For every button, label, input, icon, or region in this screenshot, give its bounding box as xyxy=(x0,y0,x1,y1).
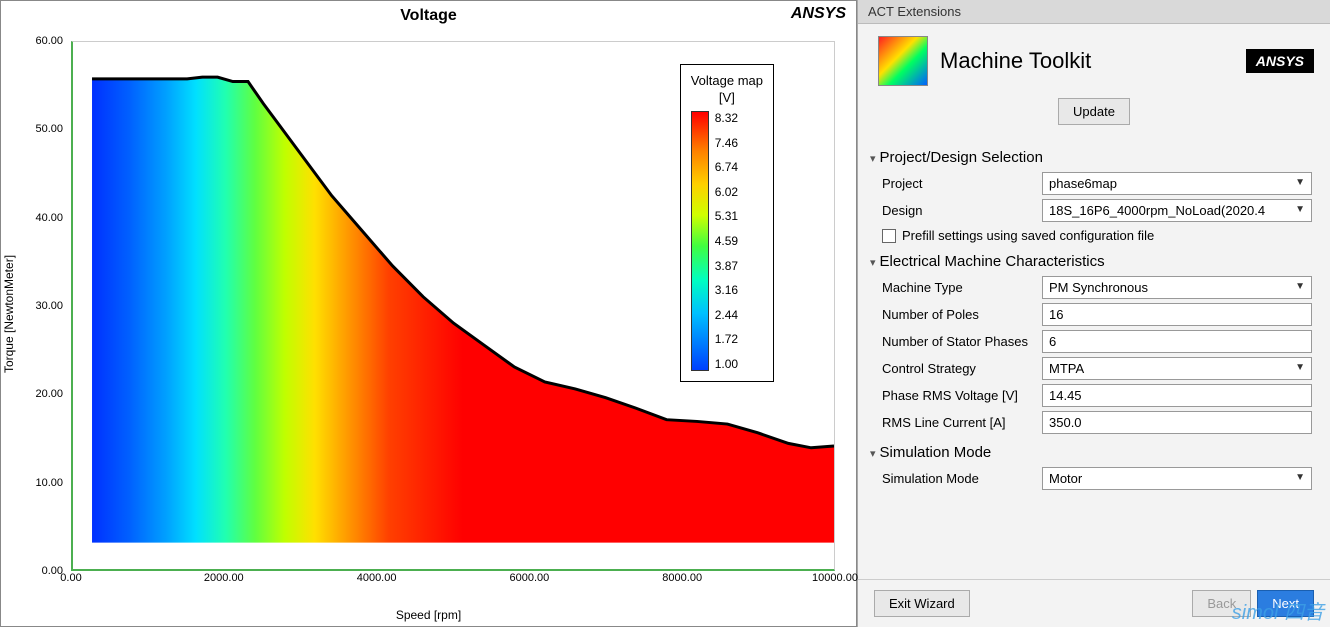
back-button[interactable]: Back xyxy=(1192,590,1251,617)
strategy-label: Control Strategy xyxy=(882,361,1042,376)
project-select[interactable]: phase6map xyxy=(1042,172,1312,195)
poles-input[interactable]: 16 xyxy=(1042,303,1312,326)
prefill-checkbox[interactable] xyxy=(882,229,896,243)
design-select[interactable]: 18S_16P6_4000rpm_NoLoad(2020.4 xyxy=(1042,199,1312,222)
panel-header: ACT Extensions xyxy=(858,0,1330,24)
chart-panel: Voltage ANSYS Torque [NewtonMeter] Speed… xyxy=(0,0,857,627)
update-button[interactable]: Update xyxy=(1058,98,1130,125)
next-button[interactable]: Next xyxy=(1257,590,1314,617)
legend-title: Voltage map xyxy=(691,73,763,88)
voltage-label: Phase RMS Voltage [V] xyxy=(882,388,1042,403)
current-input[interactable]: 350.0 xyxy=(1042,411,1312,434)
phases-label: Number of Stator Phases xyxy=(882,334,1042,349)
section-machine[interactable]: Electrical Machine Characteristics xyxy=(870,253,1312,270)
prefill-label: Prefill settings using saved configurati… xyxy=(902,228,1154,243)
poles-label: Number of Poles xyxy=(882,307,1042,322)
phases-input[interactable]: 6 xyxy=(1042,330,1312,353)
x-ticks: 0.002000.004000.006000.008000.0010000.00 xyxy=(71,570,835,586)
voltage-input[interactable]: 14.45 xyxy=(1042,384,1312,407)
toolkit-icon xyxy=(878,36,928,86)
y-ticks: 0.0010.0020.0030.0040.0050.0060.00 xyxy=(1,41,67,571)
strategy-select[interactable]: MTPA xyxy=(1042,357,1312,380)
section-sim[interactable]: Simulation Mode xyxy=(870,444,1312,461)
project-label: Project xyxy=(882,176,1042,191)
exit-wizard-button[interactable]: Exit Wizard xyxy=(874,590,970,617)
design-label: Design xyxy=(882,203,1042,218)
chart-brand: ANSYS xyxy=(791,5,846,23)
sim-mode-label: Simulation Mode xyxy=(882,471,1042,486)
sim-mode-select[interactable]: Motor xyxy=(1042,467,1312,490)
toolkit-title: Machine Toolkit xyxy=(940,48,1246,74)
current-label: RMS Line Current [A] xyxy=(882,415,1042,430)
x-axis-label: Speed [rpm] xyxy=(1,608,856,622)
section-project[interactable]: Project/Design Selection xyxy=(870,149,1312,166)
brand-badge: ANSYS xyxy=(1246,49,1314,73)
act-extensions-panel: ACT Extensions Machine Toolkit ANSYS Upd… xyxy=(857,0,1330,627)
machine-type-select[interactable]: PM Synchronous xyxy=(1042,276,1312,299)
legend-colorbar xyxy=(691,111,709,371)
legend-unit: [V] xyxy=(691,90,763,105)
colormap-legend: Voltage map [V] 8.327.466.746.025.314.59… xyxy=(680,64,774,382)
plot-area: Voltage map [V] 8.327.466.746.025.314.59… xyxy=(71,41,835,571)
machine-type-label: Machine Type xyxy=(882,280,1042,295)
legend-values: 8.327.466.746.025.314.593.873.162.441.72… xyxy=(715,111,738,371)
chart-title: Voltage xyxy=(1,7,856,25)
